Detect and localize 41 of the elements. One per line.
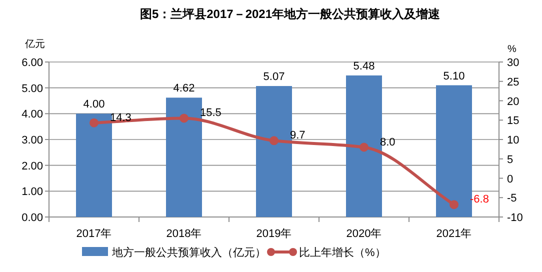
y-axis-title: 亿元 xyxy=(24,39,45,50)
y2-tick-label: 10 xyxy=(507,134,520,146)
data-label: 5.10 xyxy=(443,70,465,82)
legend-label: 地方一般公共预算收入（亿元） xyxy=(111,246,266,259)
data-label: 5.48 xyxy=(353,60,375,72)
y2-tick-label: 0 xyxy=(507,173,514,186)
x-tick-label: 2017年 xyxy=(76,228,112,240)
y2-tick-label: 5 xyxy=(507,154,514,166)
point xyxy=(90,118,98,128)
chart-title: 图5：兰坪县2017－2021年地方一般公共预算收入及增速 xyxy=(140,7,442,21)
bar xyxy=(436,85,472,217)
bar xyxy=(256,86,292,217)
data-label: 4.00 xyxy=(83,98,105,111)
bar xyxy=(346,75,382,217)
y2-tick-label: -5 xyxy=(507,192,517,205)
y2-tick-label: -10 xyxy=(507,212,523,224)
y-tick-label: 4.00 xyxy=(22,108,43,121)
y-tick-label: 3.00 xyxy=(22,134,43,146)
data-label: 4.62 xyxy=(173,82,195,95)
y2-tick-label: 20 xyxy=(507,96,520,108)
data-label: 5.07 xyxy=(263,71,285,84)
x-tick-label: 2019年 xyxy=(256,228,292,240)
x-tick-label: 2018年 xyxy=(166,228,202,240)
y2-tick-label: 15 xyxy=(507,115,520,128)
x-tick-label: 2021年 xyxy=(436,228,472,240)
point xyxy=(360,142,368,152)
point xyxy=(450,200,458,210)
bar xyxy=(76,114,112,217)
y-tick-label: 2.00 xyxy=(22,160,43,172)
legend-label: 比上年增长（%） xyxy=(299,246,386,259)
y2-tick-label: 30 xyxy=(507,57,520,69)
x-tick-label: 2020年 xyxy=(346,228,382,240)
y-tick-label: 6.00 xyxy=(22,57,43,69)
y2-tick-label: 25 xyxy=(507,76,520,88)
y-tick-label: 5.00 xyxy=(22,82,43,95)
point xyxy=(270,136,278,146)
y-tick-label: 0.00 xyxy=(22,212,43,224)
bar xyxy=(166,98,202,217)
y-tick-label: 1.00 xyxy=(22,186,43,198)
y2-axis-title: % xyxy=(508,44,517,55)
point xyxy=(180,114,188,123)
